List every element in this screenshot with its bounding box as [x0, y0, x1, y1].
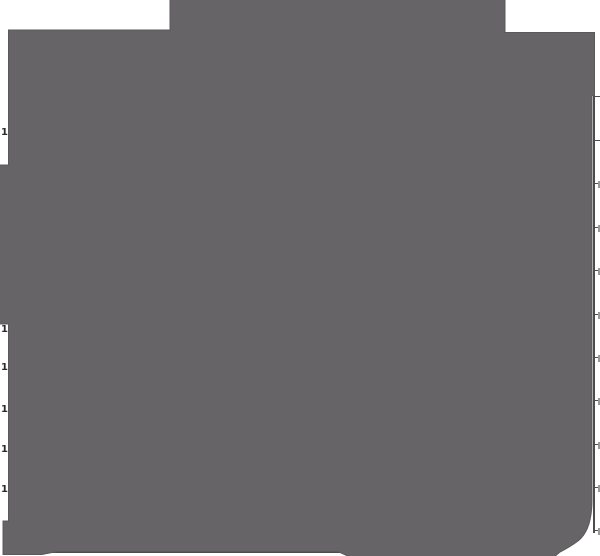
right-axis-tick: [592, 399, 600, 401]
right-axis-tick-label-stub: [597, 268, 600, 275]
right-axis-tick: [592, 182, 600, 184]
right-axis-tick: [592, 356, 600, 358]
right-axis-tick: [592, 313, 600, 315]
right-axis-tick: [592, 529, 600, 531]
right-axis-tick-label-stub: [597, 225, 600, 232]
left-axis-tick-label: 1: [1, 484, 8, 495]
left-axis-tick-label: 1: [1, 444, 8, 455]
right-axis-tick: [592, 486, 600, 488]
right-axis-tick-label-stub: [597, 485, 600, 492]
right-axis-tick-label-stub: [597, 398, 600, 405]
right-axis-tick: [592, 443, 600, 445]
left-axis-tick-label: 12: [1, 127, 14, 138]
bottom-axis-spine: [30, 551, 360, 553]
right-axis-tick-label-stub: [597, 312, 600, 319]
right-axis-tick: [592, 95, 600, 97]
right-axis-tick-label-stub: [597, 355, 600, 362]
right-axis-tick: [592, 226, 600, 228]
left-axis-tick-label: 1: [1, 362, 8, 373]
right-axis-tick-label-stub: [597, 442, 600, 449]
right-axis-tick-label-stub: [597, 181, 600, 188]
right-axis-tick: [592, 139, 600, 141]
right-axis-tick: [592, 269, 600, 271]
left-axis-tick-label: 1: [1, 324, 8, 335]
right-axis-tick-label-stub: [597, 528, 600, 535]
left-axis-tick-label: 1: [1, 404, 8, 415]
